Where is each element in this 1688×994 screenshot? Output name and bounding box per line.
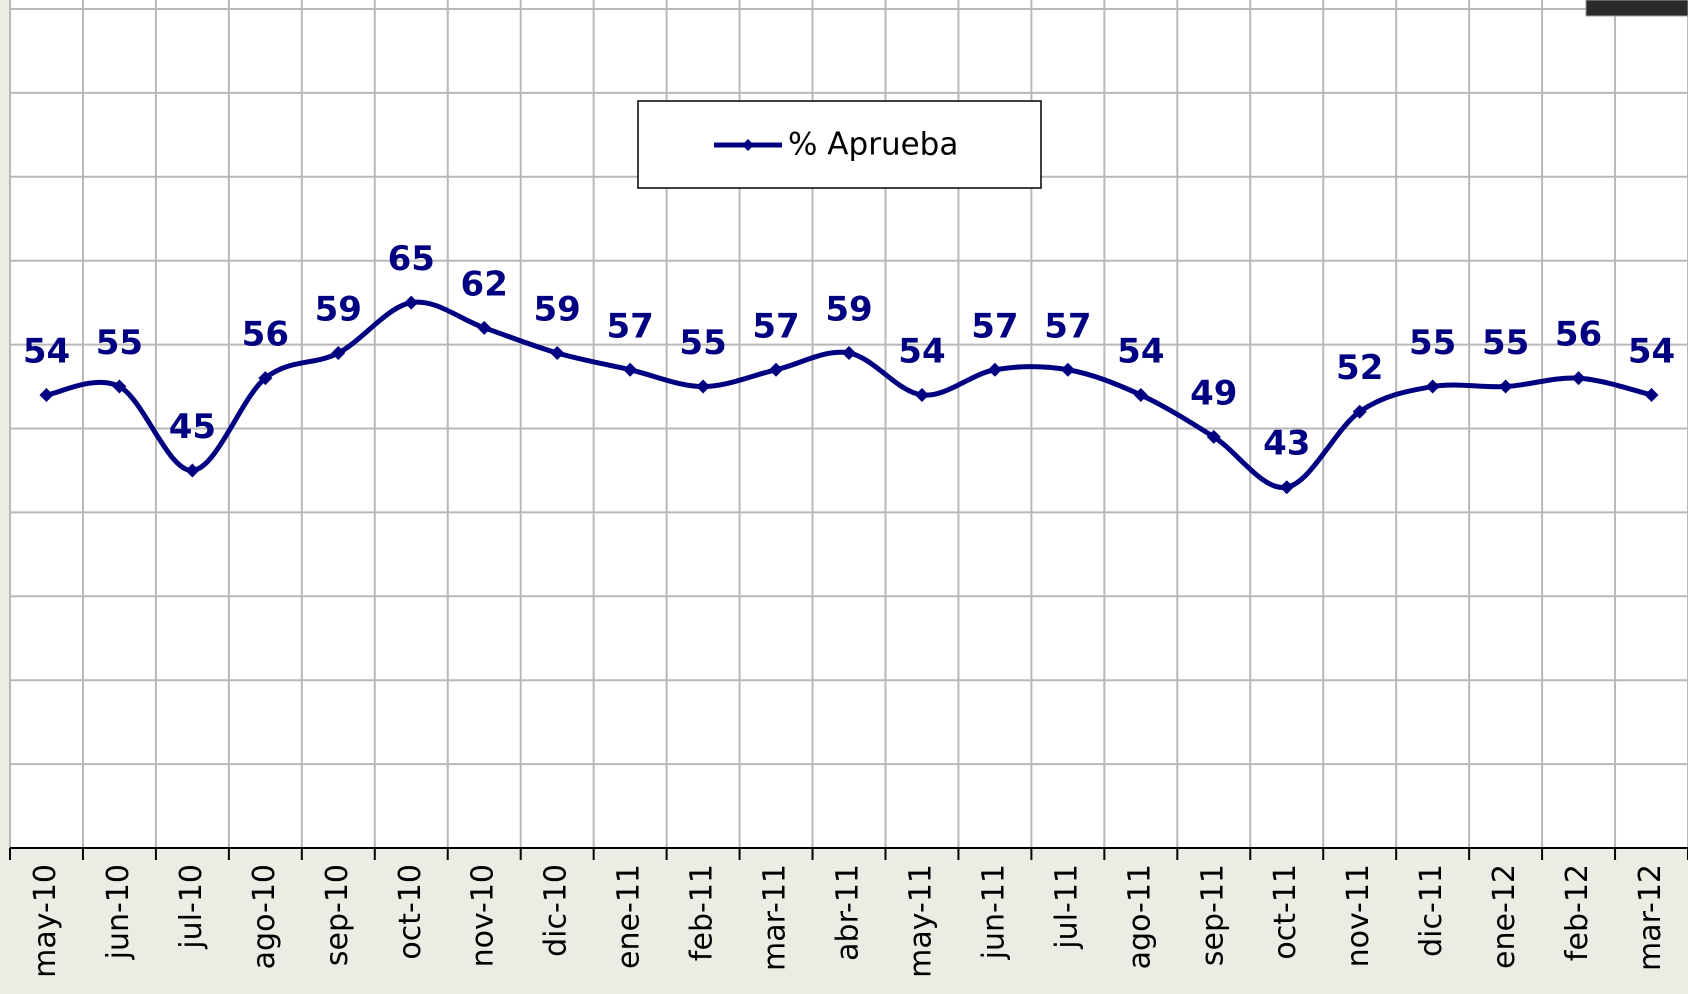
point-marker [258,371,273,386]
x-tick-label: dic-11 [1414,864,1449,957]
data-label: 62 [461,264,508,304]
data-label: 54 [898,331,945,371]
x-tick-label: jul-10 [174,864,209,950]
point-marker [39,387,54,402]
legend-marker [742,139,754,151]
data-label: 54 [1117,331,1164,371]
x-tick-label: feb-12 [1560,864,1595,961]
point-marker [477,320,492,335]
data-label: 56 [1555,315,1602,355]
x-tick-label: may-11 [903,864,938,978]
data-label: 55 [1482,323,1529,363]
x-tick-label: nov-10 [466,864,501,967]
point-marker [1279,480,1294,495]
point-marker [914,387,929,402]
point-marker [331,345,346,360]
data-label: 55 [679,323,726,363]
point-marker [404,295,419,310]
legend-label: % Aprueba [788,127,958,163]
data-label: 56 [242,315,289,355]
corner-photo [1585,0,1688,17]
data-label: 49 [1190,373,1237,413]
point-marker [1352,404,1367,419]
legend-box [637,100,1042,189]
point-marker [623,362,638,377]
point-marker [769,362,784,377]
point-marker [1644,387,1659,402]
point-marker [550,345,565,360]
point-marker [1425,379,1440,394]
x-tick-label: jun-11 [976,864,1011,960]
data-label: 59 [825,289,872,329]
x-tick-label: oct-11 [1268,864,1303,960]
x-tick-label: feb-11 [685,864,720,961]
x-tick-label: abr-11 [831,864,866,961]
point-marker [1060,362,1075,377]
x-tick-label: sep-10 [320,864,355,966]
x-tick-label: sep-11 [1195,864,1230,966]
data-label: 54 [1628,331,1675,371]
data-label: 57 [752,306,799,346]
point-marker [696,379,711,394]
point-marker [1133,387,1148,402]
grid [9,0,1688,860]
data-label: 54 [23,331,70,371]
x-tick-label: jun-10 [101,864,136,960]
point-marker [987,362,1002,377]
x-tick-label: ago-10 [247,864,282,969]
x-tick-label: mar-12 [1633,864,1668,971]
data-label: 65 [388,239,435,279]
x-tick-label: ene-12 [1487,864,1522,969]
x-tick-label: mar-11 [758,864,793,971]
data-label: 45 [169,407,216,447]
point-marker [1498,379,1513,394]
marks: may-10 jun-10 jul-10 ago-10 sep-10 oct-10 nov-… [23,239,1675,978]
data-label: 59 [315,289,362,329]
x-tick-label: dic-10 [539,864,574,957]
data-label: 52 [1336,348,1383,388]
point-marker [112,379,127,394]
x-tick-label: may-10 [28,864,63,978]
data-label: 57 [1044,306,1091,346]
x-tick-label: jul-11 [1049,864,1084,950]
data-label: 55 [1409,323,1456,363]
point-marker [1206,429,1221,444]
data-label: 43 [1263,424,1310,464]
x-tick-label: oct-10 [393,864,428,960]
point-marker [185,463,200,478]
point-marker [1571,371,1586,386]
x-tick-label: ago-11 [1122,864,1157,969]
x-tick-label: ene-11 [612,864,647,969]
data-label: 55 [96,323,143,363]
point-marker [842,345,856,360]
x-tick-label: nov-11 [1341,864,1376,967]
data-label: 59 [534,289,581,329]
data-label: 57 [606,306,653,346]
data-label: 57 [971,306,1018,346]
